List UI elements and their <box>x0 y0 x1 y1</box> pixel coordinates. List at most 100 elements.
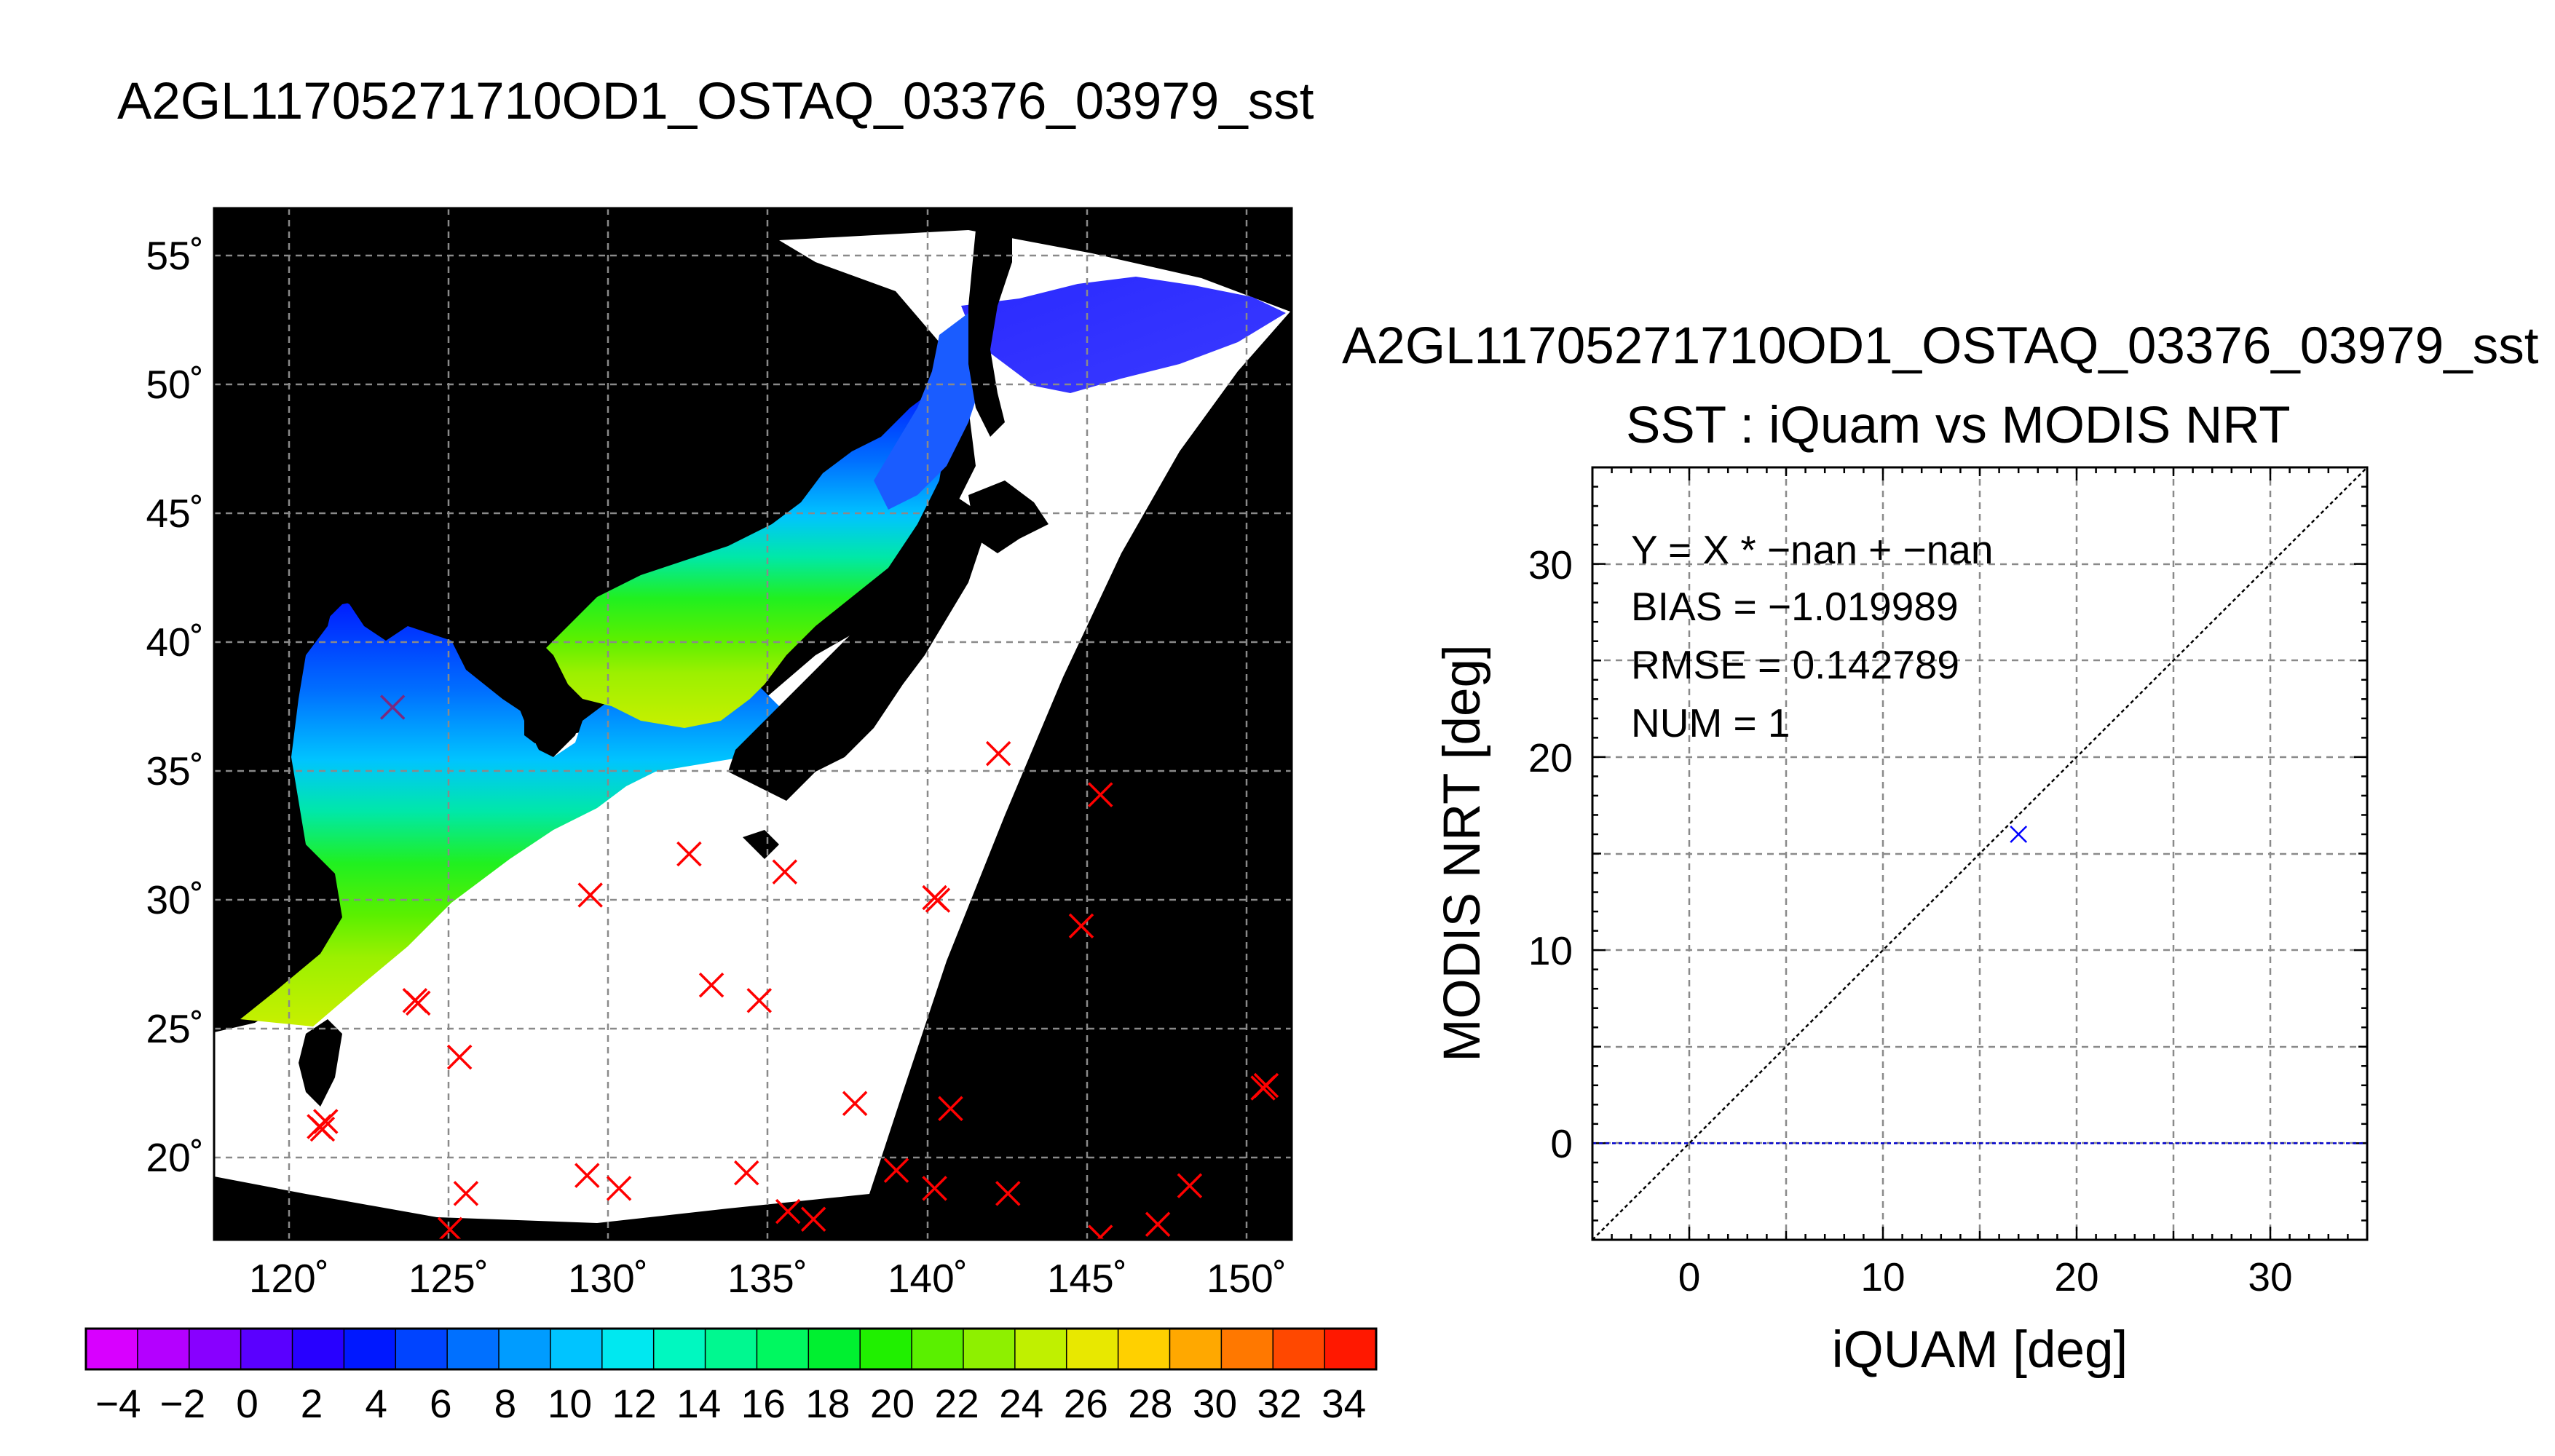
lon-tick-label: 150˚ <box>1207 1256 1287 1301</box>
scatter-annotations: Y = X * −nan + −nan BIAS = −1.019989 RMS… <box>1631 527 1993 745</box>
colorbar-label: 10 <box>548 1381 592 1426</box>
x-axis-label: iQUAM [deg] <box>1832 1321 2128 1379</box>
buoy-marker <box>1068 913 1094 939</box>
buoy-marker <box>453 1181 479 1206</box>
map-gridlines <box>214 208 1292 1240</box>
lat-tick-label: 40˚ <box>146 620 205 665</box>
colorbar-label: 20 <box>870 1381 915 1426</box>
buoy-marker <box>437 1216 463 1240</box>
rmse-value: RMSE = 0.142789 <box>1631 642 1959 687</box>
lon-tick-label: 120˚ <box>249 1256 329 1301</box>
lat-tick-label: 25˚ <box>146 1006 205 1051</box>
colorbar-cell <box>137 1329 190 1369</box>
colorbar-label: 8 <box>494 1381 517 1426</box>
sst-field-tatar <box>874 313 990 510</box>
buoy-marker <box>985 740 1011 767</box>
buoy-marker <box>307 1114 332 1139</box>
colorbar-label: 24 <box>999 1381 1043 1426</box>
colorbar-cell <box>1169 1329 1222 1369</box>
buoy-marker <box>676 841 702 867</box>
x-tick-label: 10 <box>1860 1254 1905 1299</box>
lon-tick-label: 140˚ <box>888 1256 968 1301</box>
lat-tick-label: 35˚ <box>146 748 205 794</box>
colorbar-cell <box>292 1329 344 1369</box>
colorbar-cell <box>963 1329 1016 1369</box>
colorbar-cell <box>344 1329 396 1369</box>
lon-tick-label: 145˚ <box>1047 1256 1127 1301</box>
buoy-marker <box>938 1096 963 1122</box>
colorbar: −4 −2 0 2 4 6 8 10 12 14 16 18 20 22 24 26 28 30 32 34 <box>84 1327 1378 1426</box>
x-tick-label: 0 <box>1678 1254 1701 1299</box>
fit-equation: Y = X * −nan + −nan <box>1631 527 1993 572</box>
lon-tick-label: 130˚ <box>568 1256 648 1301</box>
colorbar-frame <box>84 1327 1378 1371</box>
map-title: A2GL11705271710OD1_OSTAQ_03376_03979_sst <box>117 73 1314 130</box>
colorbar-label: −2 <box>160 1381 206 1426</box>
colorbar-cell <box>860 1329 912 1369</box>
colorbar-label: 28 <box>1128 1381 1172 1426</box>
buoy-marker <box>405 990 431 1016</box>
land-masses <box>214 208 1049 1107</box>
colorbar-cells <box>86 1329 1377 1369</box>
y-tick-label: 0 <box>1550 1121 1573 1166</box>
colorbar-label: 26 <box>1064 1381 1108 1426</box>
lon-tick-label: 125˚ <box>408 1256 489 1301</box>
map-lon-labels: 120˚ 125˚ 130˚ 135˚ 140˚ 145˚ 150˚ <box>249 1256 1287 1301</box>
colorbar-label: 0 <box>236 1381 258 1426</box>
y-tick-label: 10 <box>1528 928 1573 973</box>
colorbar-cell <box>1273 1329 1325 1369</box>
colorbar-label: −4 <box>95 1381 141 1426</box>
buoy-marker <box>775 1198 801 1224</box>
colorbar-cell <box>395 1329 448 1369</box>
colorbar-label: 14 <box>676 1381 721 1426</box>
identity-line <box>1592 467 2367 1240</box>
colorbar-label: 12 <box>612 1381 657 1426</box>
colorbar-cell <box>86 1329 138 1369</box>
num-value: NUM = 1 <box>1631 700 1790 745</box>
buoy-marker <box>446 1044 473 1070</box>
lat-tick-label: 30˚ <box>146 877 205 922</box>
colorbar-cell <box>240 1329 293 1369</box>
colorbar-cell <box>1066 1329 1119 1369</box>
buoy-marker <box>800 1206 826 1232</box>
y-tick-label: 20 <box>1528 735 1573 780</box>
colorbar-label: 2 <box>301 1381 323 1426</box>
colorbar-cell <box>447 1329 499 1369</box>
scatter-points <box>2010 826 2028 843</box>
colorbar-label: 34 <box>1322 1381 1366 1426</box>
colorbar-cell <box>808 1329 861 1369</box>
scatter-point <box>2010 826 2028 843</box>
buoy-marker <box>1145 1211 1171 1238</box>
scatter-file-title: A2GL11705271710OD1_OSTAQ_03376_03979_sst <box>1342 317 2539 375</box>
buoy-marker <box>379 695 406 720</box>
scatter-frame <box>1591 466 2369 1241</box>
colorbar-label: 30 <box>1193 1381 1237 1426</box>
colorbar-cell <box>1324 1329 1377 1369</box>
x-tick-label: 20 <box>2054 1254 2098 1299</box>
colorbar-cell <box>653 1329 706 1369</box>
buoy-marker <box>574 1163 600 1188</box>
buoy-marker <box>883 1158 909 1183</box>
buoy-marker <box>842 1091 868 1116</box>
buoy-marker <box>746 988 772 1013</box>
colorbar-cell <box>1118 1329 1171 1369</box>
buoy-marker <box>922 1176 947 1201</box>
buoy-marker <box>734 1160 759 1186</box>
lon-tick-label: 135˚ <box>727 1256 807 1301</box>
y-tick-label: 30 <box>1528 542 1573 587</box>
bias-value: BIAS = −1.019989 <box>1631 584 1959 629</box>
colorbar-cell <box>1014 1329 1067 1369</box>
colorbar-label: 16 <box>741 1381 786 1426</box>
scatter-x-ticks: 0 10 20 30 <box>1678 1254 2293 1299</box>
colorbar-labels: −4 −2 0 2 4 6 8 10 12 14 16 18 20 22 24 26 28 30 32 34 <box>95 1381 1366 1426</box>
map-frame <box>213 207 1293 1241</box>
buoy-marker <box>1088 1224 1113 1240</box>
colorbar-cell <box>499 1329 551 1369</box>
buoy-marker <box>698 972 724 998</box>
buoy-marker <box>1177 1173 1203 1199</box>
lat-tick-label: 20˚ <box>146 1135 205 1180</box>
scatter-title: SST : iQuam vs MODIS NRT <box>1626 397 2291 454</box>
colorbar-cell <box>189 1329 242 1369</box>
scatter-plot: Y = X * −nan + −nan BIAS = −1.019989 RMS… <box>1434 466 2369 1379</box>
